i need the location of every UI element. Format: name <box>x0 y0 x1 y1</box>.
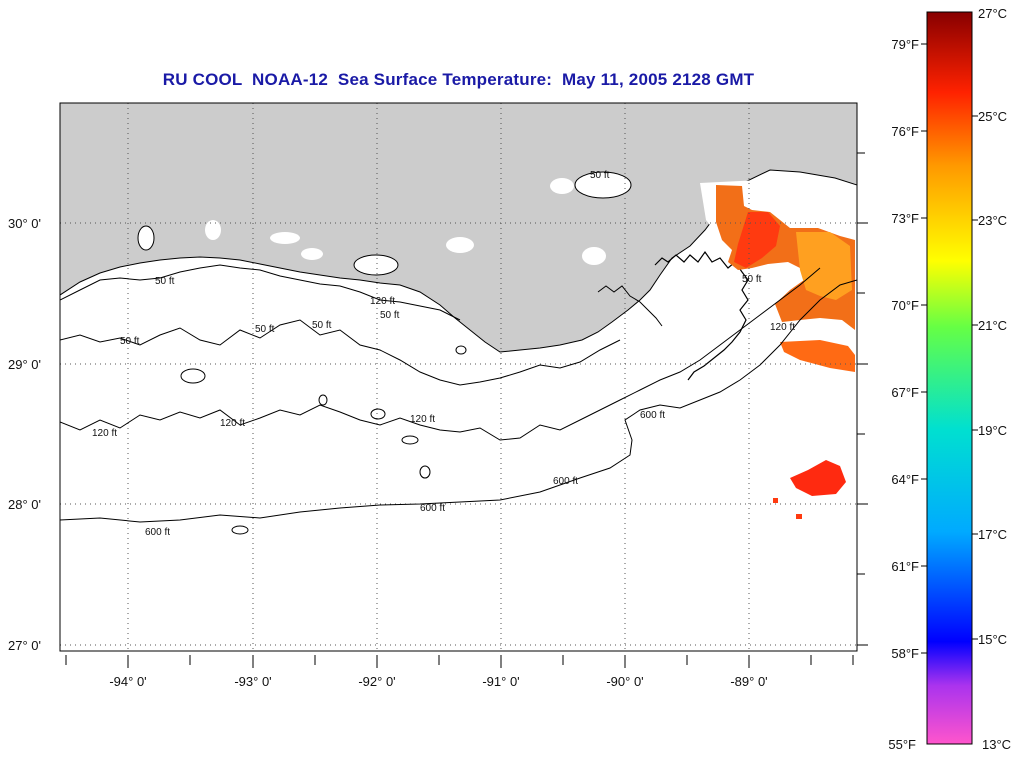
contour-closed <box>401 435 419 445</box>
contour-50ft <box>60 319 621 386</box>
lake <box>205 220 221 240</box>
lon-label: -94° 0' <box>109 674 146 689</box>
lake <box>574 171 632 199</box>
lat-label: 28° 0' <box>8 497 41 512</box>
contour-label: 120 ft <box>770 322 795 333</box>
contour-closed <box>180 368 206 384</box>
contour-label: 50 ft <box>120 336 140 347</box>
fahrenheit-label: 58°F <box>891 646 919 661</box>
sst-patch <box>780 340 855 372</box>
contour-label: 600 ft <box>145 527 170 538</box>
lake <box>301 248 323 260</box>
scale-ticks <box>921 43 978 654</box>
delta-coast <box>597 285 663 327</box>
contour-label: 50 ft <box>590 170 610 181</box>
celsius-label: 21°C <box>978 318 1007 333</box>
contour-120ft <box>60 267 821 441</box>
contour-closed <box>231 525 249 535</box>
coast-line <box>60 264 461 321</box>
fahrenheit-label: 61°F <box>891 559 919 574</box>
lake <box>353 254 399 276</box>
lon-label: -92° 0' <box>358 674 395 689</box>
fahrenheit-label: 76°F <box>891 124 919 139</box>
lon-label: -90° 0' <box>606 674 643 689</box>
axis-ticks <box>65 152 868 668</box>
contour-closed <box>370 408 386 420</box>
contour-label: 600 ft <box>553 476 578 487</box>
color-scale-bar <box>926 11 973 745</box>
lake <box>137 225 155 251</box>
contour-label: 600 ft <box>640 410 665 421</box>
fahrenheit-label: 73°F <box>891 211 919 226</box>
contour-label: 600 ft <box>420 503 445 514</box>
contour-label: 120 ft <box>370 296 395 307</box>
lake <box>446 237 474 253</box>
sst-patch <box>773 498 778 503</box>
sst-patch <box>796 232 852 300</box>
celsius-label: 15°C <box>978 632 1007 647</box>
contour-closed <box>318 394 328 406</box>
lake <box>582 247 606 265</box>
lake <box>270 232 300 244</box>
delta-coast <box>654 250 749 381</box>
lat-label: 30° 0' <box>8 216 41 231</box>
contour-label: 50 ft <box>742 274 762 285</box>
contour-label: 120 ft <box>92 428 117 439</box>
lon-label: -91° 0' <box>482 674 519 689</box>
celsius-label: 25°C <box>978 109 1007 124</box>
lat-label: 29° 0' <box>8 357 41 372</box>
sst-patch <box>734 212 780 268</box>
contour-label: 50 ft <box>155 276 175 287</box>
lat-label: 27° 0' <box>8 638 41 653</box>
sst-patch <box>796 514 802 519</box>
celsius-label: 23°C <box>978 213 1007 228</box>
fahrenheit-label: 70°F <box>891 298 919 313</box>
contour-label: 120 ft <box>410 414 435 425</box>
contour-label: 50 ft <box>255 324 275 335</box>
fahrenheit-label: 64°F <box>891 472 919 487</box>
contour-600ft <box>60 279 857 523</box>
contour-closed <box>455 345 467 355</box>
lake <box>550 178 574 194</box>
fahrenheit-label: 67°F <box>891 385 919 400</box>
celsius-label: 19°C <box>978 423 1007 438</box>
fahrenheit-label: 79°F <box>891 37 919 52</box>
celsius-label: 13°C <box>982 737 1011 752</box>
lon-label: -93° 0' <box>234 674 271 689</box>
fahrenheit-label: 55°F <box>888 737 916 752</box>
celsius-label: 17°C <box>978 527 1007 542</box>
contour-closed <box>419 465 431 479</box>
lon-label: -89° 0' <box>730 674 767 689</box>
contour-label: 120 ft <box>220 418 245 429</box>
contour-label: 50 ft <box>312 320 332 331</box>
map-title: RU COOL NOAA-12 Sea Surface Temperature:… <box>162 70 755 89</box>
celsius-label: 27°C <box>978 6 1007 21</box>
contour-label: 50 ft <box>380 310 400 321</box>
sst-patch <box>790 460 846 496</box>
